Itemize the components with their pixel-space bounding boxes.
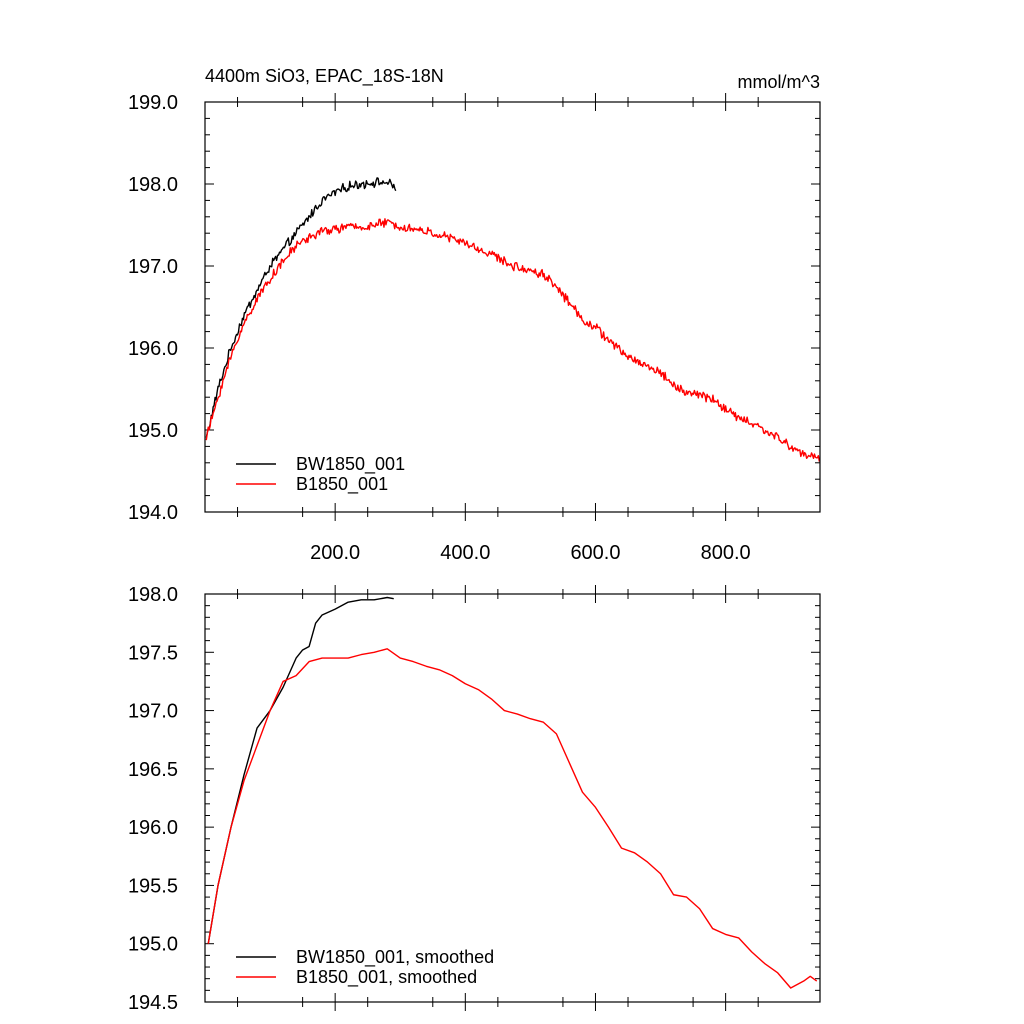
- legend-label: B1850_001, smoothed: [296, 967, 477, 988]
- top-panel-ticks: 194.0 195.0 196.0 197.0 198.0 199.0 200.0 400.0…: [128, 92, 820, 564]
- bottom-panel-frame: [204, 593, 821, 1003]
- bottom-panel-ticks: 194.5 195.0 195.5 196.0 196.5 197.0 197.5 198.0: [128, 584, 820, 1014]
- y-tick-label: 194.5: [128, 992, 178, 1014]
- y-tick-label: 196.5: [128, 759, 178, 781]
- x-tick-label: 600.0: [570, 542, 620, 564]
- series-line-b1850: [205, 218, 821, 462]
- x-tick-label: 200.0: [310, 542, 360, 564]
- chart-title: 4400m SiO3, EPAC_18S-18N: [205, 66, 444, 87]
- series-line-bw1850: [207, 596, 394, 944]
- y-tick-label: 198.0: [128, 584, 178, 606]
- series-line-b1850: [207, 648, 818, 989]
- legend-label: B1850_001: [296, 474, 388, 495]
- x-tick-label: 400.0: [440, 542, 490, 564]
- units-label: mmol/m^3: [738, 72, 820, 92]
- top-panel-frame: [204, 101, 821, 513]
- series-line-bw1850: [205, 177, 397, 438]
- y-tick-label: 197.5: [128, 642, 178, 664]
- y-tick-label: 197.0: [128, 701, 178, 723]
- y-tick-label: 198.0: [128, 174, 178, 196]
- top-panel: 4400m SiO3, EPAC_18S-18N mmol/m^3 194.01…: [128, 66, 821, 564]
- y-tick-label: 195.0: [128, 934, 178, 956]
- y-tick-label: 199.0: [128, 92, 178, 114]
- x-tick-label: 800.0: [701, 542, 751, 564]
- y-tick-label: 195.0: [128, 420, 178, 442]
- legend-label: BW1850_001, smoothed: [296, 947, 494, 968]
- y-tick-label: 196.0: [128, 338, 178, 360]
- y-tick-label: 194.0: [128, 502, 178, 524]
- bottom-panel: 194.5 195.0 195.5 196.0 196.5 197.0 197.5 198.0…: [128, 584, 821, 1014]
- y-tick-label: 195.5: [128, 875, 178, 897]
- y-tick-label: 196.0: [128, 817, 178, 839]
- y-tick-label: 197.0: [128, 256, 178, 278]
- legend-label: BW1850_001: [296, 454, 405, 475]
- top-panel-series: [205, 177, 821, 462]
- bottom-panel-series: [207, 596, 818, 989]
